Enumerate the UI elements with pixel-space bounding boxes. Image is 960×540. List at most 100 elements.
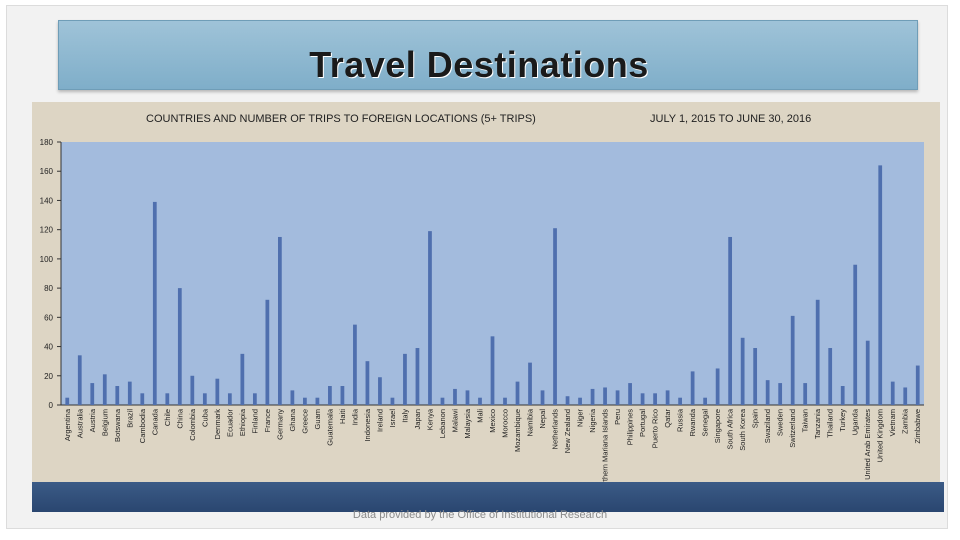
bar-india — [353, 324, 357, 405]
x-tick-label: Qatar — [663, 409, 672, 428]
bar-finland — [252, 393, 257, 405]
x-tick-label: United Arab Emirates — [863, 409, 872, 480]
x-tick-label: Peru — [613, 409, 622, 425]
x-tick-label: Denmark — [213, 409, 222, 440]
bar-austria — [90, 383, 95, 405]
x-tick-label: Guatemala — [325, 408, 334, 446]
x-tick-label: Russia — [676, 408, 685, 432]
x-tick-label: Finland — [250, 409, 259, 434]
x-tick-label: Haiti — [338, 409, 347, 424]
bar-malaysia — [465, 390, 470, 405]
bar-cuba — [202, 393, 207, 405]
x-tick-label: Israel — [388, 409, 397, 428]
y-tick-label: 80 — [44, 284, 53, 293]
bar-senegal — [703, 397, 707, 405]
bar-germany — [278, 236, 282, 405]
bar-philippines — [628, 383, 632, 405]
bar-new-zealand — [565, 396, 570, 405]
y-tick-label: 140 — [40, 196, 54, 205]
y-tick-label: 180 — [40, 138, 54, 147]
x-tick-label: Singapore — [713, 409, 722, 443]
x-tick-label: South Korea — [738, 408, 747, 451]
bars — [65, 165, 920, 405]
bar-indonesia — [365, 361, 370, 405]
y-tick-label: 40 — [44, 343, 53, 352]
x-tick-label: Senegal — [701, 409, 710, 437]
bar-botswana — [115, 386, 120, 405]
x-tick-label: Ecuador — [225, 409, 234, 437]
bar-denmark — [215, 378, 220, 405]
bar-mozambique — [515, 381, 520, 405]
x-tick-label: Tanzania — [813, 408, 822, 439]
x-tick-label: Germany — [275, 409, 284, 440]
bar-zambia — [903, 387, 908, 405]
bar-guam — [315, 397, 320, 405]
bar-nigeria — [590, 388, 595, 405]
x-tick-label: Malawi — [450, 409, 459, 433]
x-tick-label: Cambodia — [138, 408, 147, 443]
title-banner — [58, 20, 918, 90]
chart-subtitle-right: JULY 1, 2015 TO JUNE 30, 2016 — [650, 113, 812, 125]
bar-belgium — [102, 374, 107, 405]
x-axis-labels: Argentina Australia Austria Belgium Botswana… — [63, 408, 922, 493]
bar-greece — [303, 397, 307, 405]
bar-south-africa — [728, 236, 733, 405]
bar-singapore — [715, 368, 720, 405]
x-tick-label: Sweden — [776, 409, 785, 436]
bar-ecuador — [227, 393, 232, 405]
x-tick-label: Nigeria — [588, 408, 597, 433]
bar-vietnam — [890, 381, 895, 405]
bar-puerto-rico — [653, 393, 657, 405]
bar-switzerland — [790, 315, 795, 405]
y-tick-label: 120 — [40, 226, 54, 235]
x-tick-label: Puerto Rico — [651, 409, 660, 448]
bar-nepal — [540, 390, 545, 405]
footer-bar — [32, 482, 944, 512]
x-tick-label: Australia — [75, 408, 84, 438]
x-tick-label: Belgium — [100, 409, 109, 436]
x-tick-label: Italy — [400, 409, 409, 423]
x-tick-label: Mozambique — [513, 409, 522, 452]
x-tick-label: Ireland — [375, 409, 384, 432]
y-tick-label: 0 — [49, 401, 54, 410]
bar-guatemala — [328, 386, 332, 405]
bar-russia — [678, 397, 682, 405]
footer-text: Data provided by the Office of Instituti… — [352, 509, 608, 521]
bar-cambodia — [140, 393, 145, 405]
x-tick-label: United Kingdom — [876, 409, 885, 462]
bar-uganda — [853, 264, 858, 405]
bar-argentina — [65, 397, 70, 405]
x-tick-label: New Zealand — [563, 409, 572, 453]
chart-subtitle-left: COUNTRIES AND NUMBER OF TRIPS TO FOREIGN… — [146, 113, 536, 125]
bar-portugal — [640, 393, 645, 405]
bar-canada — [152, 201, 157, 405]
x-tick-label: Portugal — [638, 409, 647, 437]
bar-thailand — [828, 348, 833, 405]
x-tick-label: Malaysia — [463, 408, 472, 438]
x-tick-label: Uganda — [851, 408, 860, 435]
x-tick-label: Indonesia — [363, 408, 372, 441]
bar-south-korea — [740, 337, 745, 405]
bar-qatar — [665, 390, 670, 405]
x-tick-label: Zimbabwe — [913, 409, 922, 444]
bar-kenya — [428, 231, 432, 405]
bar-sweden — [778, 383, 783, 405]
bar-zimbabwe — [915, 365, 920, 405]
x-tick-label: Mali — [475, 409, 484, 423]
x-tick-label: Lebanon — [438, 409, 447, 438]
x-tick-label: Guam — [313, 409, 322, 429]
x-tick-label: Niger — [576, 409, 585, 427]
x-tick-label: Canada — [150, 408, 159, 435]
bar-italy — [403, 353, 407, 405]
x-tick-label: France — [263, 409, 272, 432]
bar-israel — [390, 397, 395, 405]
x-tick-label: Morocco — [501, 409, 510, 438]
bar-rwanda — [690, 371, 695, 405]
x-tick-label: Ethiopia — [238, 408, 247, 436]
bar-ethiopia — [240, 353, 245, 405]
bar-united-kingdom — [878, 165, 883, 405]
x-tick-label: Colombia — [188, 408, 197, 441]
x-tick-label: India — [350, 408, 359, 425]
y-tick-label: 100 — [40, 255, 54, 264]
